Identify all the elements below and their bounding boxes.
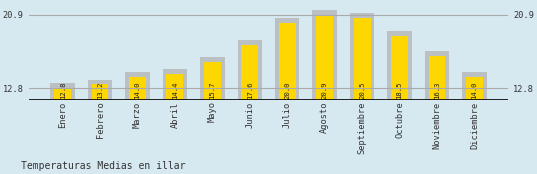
Bar	[354, 18, 371, 100]
Bar	[125, 72, 150, 100]
Bar	[241, 45, 258, 100]
Text: 13.2: 13.2	[97, 82, 103, 99]
Bar	[92, 85, 108, 100]
Bar	[429, 56, 445, 100]
Text: 15.7: 15.7	[209, 82, 215, 99]
Text: 20.5: 20.5	[359, 82, 365, 99]
Bar	[387, 31, 412, 100]
Bar	[466, 77, 483, 100]
Bar	[50, 83, 75, 100]
Bar	[200, 57, 224, 100]
Text: 20.9: 20.9	[322, 82, 328, 99]
Bar	[88, 80, 112, 100]
Bar	[316, 15, 333, 100]
Text: 14.4: 14.4	[172, 82, 178, 99]
Text: 14.0: 14.0	[471, 82, 477, 99]
Bar	[350, 13, 374, 100]
Bar	[129, 77, 146, 100]
Text: 18.5: 18.5	[396, 82, 403, 99]
Text: 14.0: 14.0	[134, 82, 141, 99]
Text: 16.3: 16.3	[434, 82, 440, 99]
Bar	[391, 36, 408, 100]
Bar	[462, 72, 487, 100]
Bar	[166, 74, 183, 100]
Bar	[163, 69, 187, 100]
Bar	[425, 51, 449, 100]
Bar	[237, 39, 262, 100]
Bar	[275, 18, 300, 100]
Text: Temperaturas Medias en illar: Temperaturas Medias en illar	[21, 161, 186, 171]
Text: 17.6: 17.6	[247, 82, 253, 99]
Bar	[279, 23, 296, 100]
Text: 12.8: 12.8	[60, 82, 66, 99]
Bar	[313, 10, 337, 100]
Text: 20.0: 20.0	[284, 82, 290, 99]
Bar	[54, 88, 71, 100]
Bar	[204, 62, 221, 100]
